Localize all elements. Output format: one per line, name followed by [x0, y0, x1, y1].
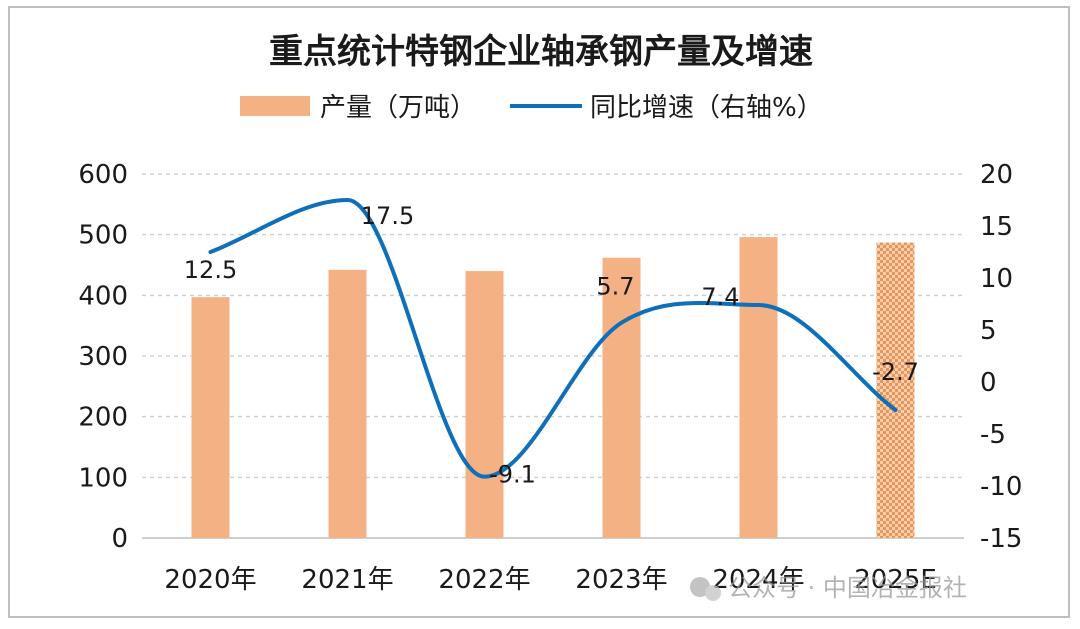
x-axis: 2020年 2021年 2022年 2023年 2024年 2025E	[164, 565, 936, 595]
right-axis: -15 -10 -5 0 5 10 15 20	[980, 160, 1022, 554]
x-tick-label: 2025E	[854, 565, 937, 595]
growth-data-label: 7.4	[701, 283, 739, 311]
y-right-tick-label: -10	[980, 472, 1022, 502]
x-tick-label: 2023年	[575, 565, 667, 595]
growth-data-label: 5.7	[596, 273, 634, 301]
bar	[465, 271, 504, 538]
y-right-tick-label: -5	[980, 420, 1006, 450]
chart-svg: 重点统计特钢企业轴承钢产量及增速 产量（万吨） 同比增速（右轴%） 010020…	[78, 32, 1022, 602]
legend-bar-label: 产量（万吨）	[320, 93, 476, 123]
bar	[602, 257, 641, 538]
chart-frame: 重点统计特钢企业轴承钢产量及增速 产量（万吨） 同比增速（右轴%） 0 100 20…	[8, 6, 1070, 618]
growth-data-label: -2.7	[872, 358, 919, 386]
y-left-tick-label: 600	[78, 160, 128, 190]
y-left-tick-label: 200	[78, 403, 128, 433]
y-right-tick-label: 10	[980, 264, 1013, 294]
watermark-text: 公众号 · 中国冶金报社	[728, 574, 967, 602]
gridlines	[142, 173, 964, 539]
x-tick-label: 2020年	[164, 565, 256, 595]
y-left-tick-label: 300	[78, 342, 128, 372]
wechat-icon	[690, 577, 710, 597]
growth-data-label: -9.1	[489, 461, 536, 489]
wechat-icon-small	[705, 585, 721, 601]
y-left-tick-label: 100	[78, 463, 128, 493]
y-right-tick-label: -15	[980, 524, 1022, 554]
left-axis: 0 100 200 300 400 500 600	[78, 160, 128, 554]
x-tick-label: 2024年	[712, 565, 804, 595]
y-right-tick-label: 15	[980, 212, 1013, 242]
watermark: 公众号 · 中国冶金报社	[690, 574, 967, 602]
chart-title: 重点统计特钢企业轴承钢产量及增速	[269, 32, 813, 72]
legend-bar-swatch	[240, 96, 310, 116]
bar-estimated	[876, 242, 915, 538]
y-left-tick-label: 500	[78, 221, 128, 251]
data-labels: 12.5 17.5 -9.1 5.7 7.4 -2.7	[184, 202, 919, 489]
y-right-tick-label: 5	[980, 316, 997, 346]
bar	[328, 269, 367, 538]
growth-data-label: 17.5	[361, 202, 414, 230]
growth-data-label: 12.5	[184, 256, 237, 284]
x-tick-label: 2022年	[438, 565, 530, 595]
growth-line	[208, 197, 898, 479]
bar	[739, 237, 778, 539]
legend-line-label: 同比增速（右轴%）	[590, 93, 823, 123]
legend: 产量（万吨） 同比增速（右轴%）	[240, 93, 823, 123]
x-tick-label: 2021年	[301, 565, 393, 595]
bar	[191, 297, 230, 538]
growth-line-layer	[208, 197, 898, 479]
y-right-tick-label: 0	[980, 368, 997, 398]
bars	[191, 237, 915, 539]
y-left-tick-label: 0	[111, 524, 128, 554]
y-right-tick-label: 20	[980, 160, 1013, 190]
y-left-tick-label: 400	[78, 281, 128, 311]
